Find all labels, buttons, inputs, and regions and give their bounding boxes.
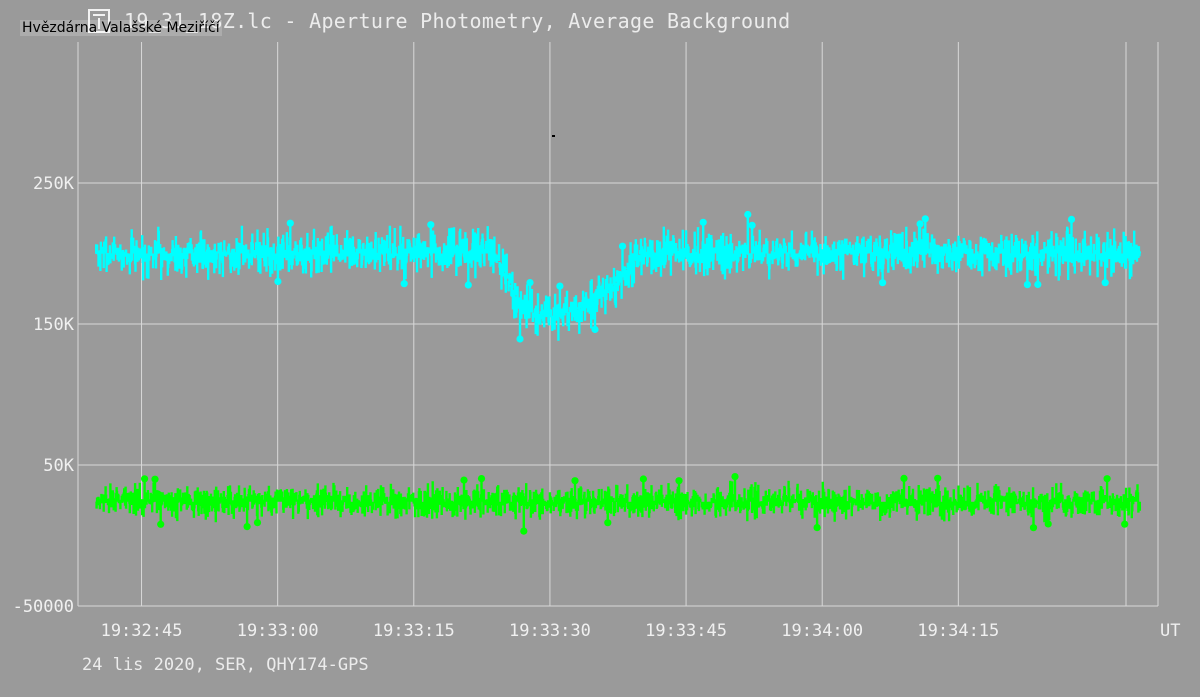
plot-series: [95, 135, 1141, 535]
y-tick-label: 50K: [43, 456, 74, 476]
x-axis-unit: UT: [1160, 621, 1180, 641]
stray-pixel: [552, 135, 555, 137]
x-tick-label: 19:34:15: [917, 621, 999, 641]
x-tick-label: 19:33:15: [373, 621, 455, 641]
chart-title: 19_31_18Z.lc - Aperture Photometry, Aver…: [124, 9, 791, 33]
y-tick-label: 150K: [33, 315, 75, 335]
x-tick-label: 19:33:30: [509, 621, 591, 641]
y-tick-label: -50000: [13, 597, 74, 617]
x-tick-label: 19:32:45: [101, 621, 183, 641]
y-tick-label: 250K: [33, 174, 75, 194]
series-1: [95, 210, 1141, 343]
session-info: 24 lis 2020, SER, QHY174-GPS: [82, 655, 369, 675]
data-point: [748, 221, 756, 229]
data-point: [921, 215, 929, 223]
data-point: [286, 219, 294, 227]
x-axis: 19:32:45 19:33:00 19:33:15 19:33:30 19:33:45…: [101, 621, 1181, 641]
data-point: [427, 221, 435, 229]
plot-frame: [77, 42, 1159, 607]
x-tick-label: 19:33:00: [237, 621, 319, 641]
series-2: [95, 473, 1141, 535]
data-point: [699, 218, 707, 226]
plot-grid: [78, 42, 1158, 606]
x-tick-label: 19:34:00: [781, 621, 863, 641]
series-trace: [95, 214, 1141, 341]
data-point: [157, 520, 165, 528]
data-point: [1121, 520, 1129, 528]
observatory-watermark: Hvězdárna Valašské Meziříčí: [20, 20, 222, 36]
data-point: [604, 519, 612, 527]
data-point: [1029, 524, 1038, 532]
data-point: [618, 242, 627, 250]
series-trace: [95, 476, 1141, 532]
window-title-bar: 19_31_18Z.lc - Aperture Photometry, Aver…: [88, 6, 790, 36]
y-axis: 250K 150K 50K -50000: [13, 174, 75, 617]
x-tick-label: 19:33:45: [645, 621, 727, 641]
app-icon: [88, 9, 110, 33]
